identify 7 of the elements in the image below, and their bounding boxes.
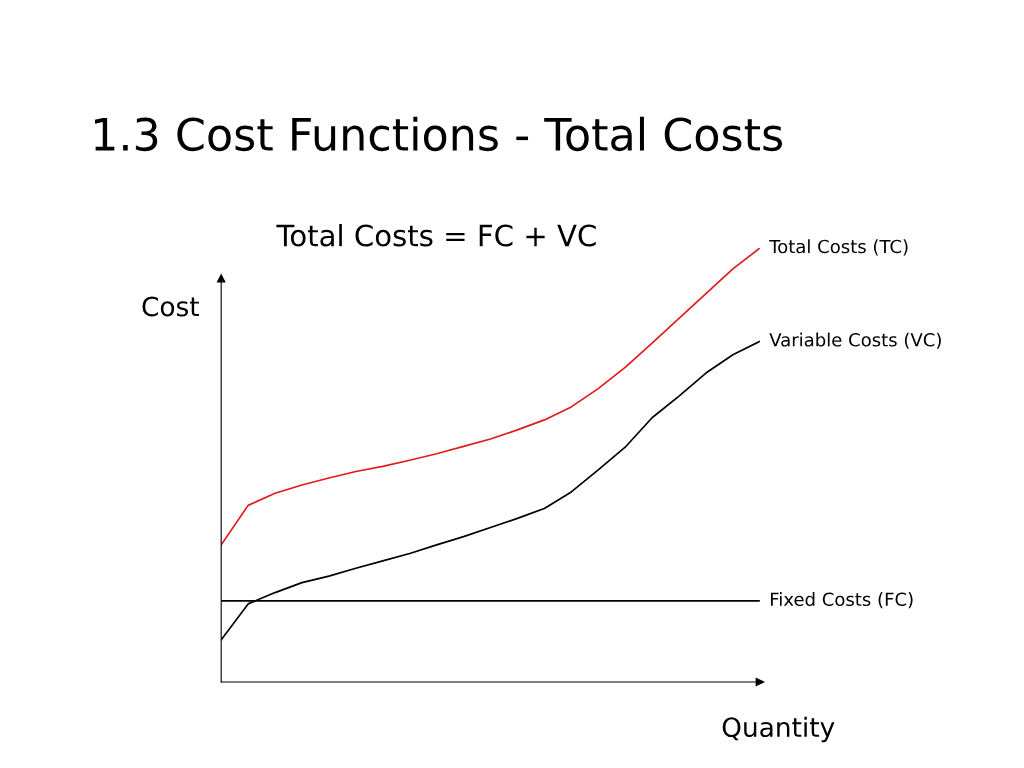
- series-label: Variable Costs (VC): [769, 332, 941, 349]
- chart-title: 1.3 Cost Functions - Total Costs: [94, 116, 783, 152]
- series-label: Fixed Costs (FC): [771, 592, 913, 609]
- series-label: Total Costs (TC): [769, 239, 908, 256]
- text: Total Costs = FC + VC: [276, 223, 596, 247]
- x-axis-title: Quantity: [722, 716, 835, 743]
- y-axis-title: Cost: [142, 296, 200, 317]
